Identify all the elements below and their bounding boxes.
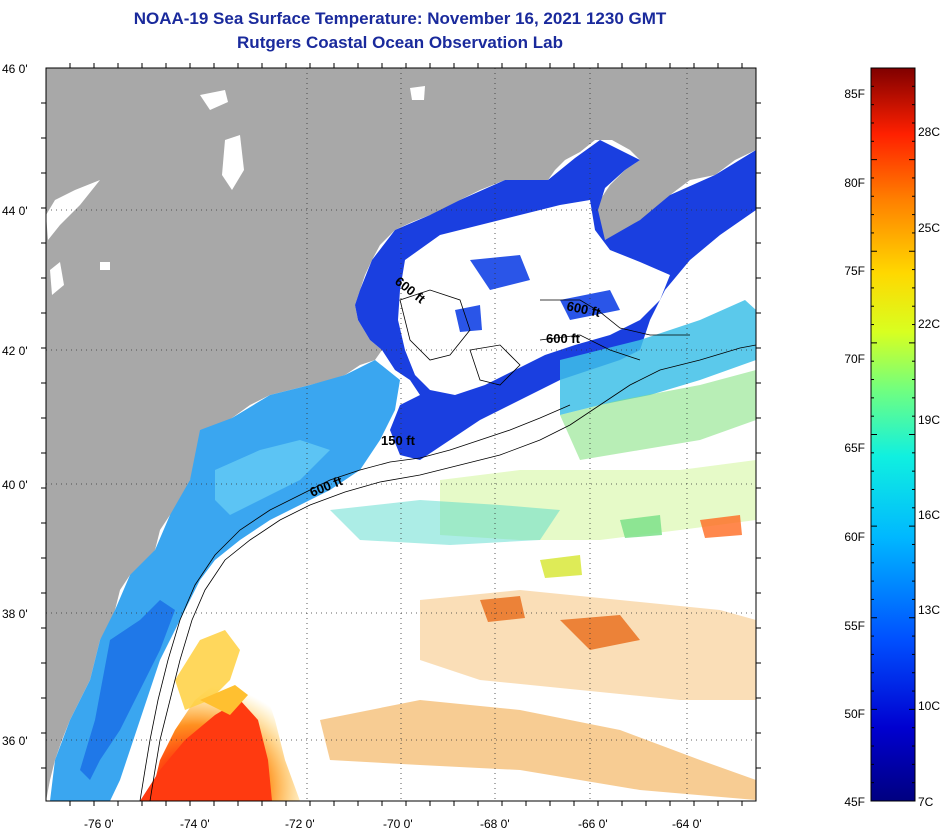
lat-label: 40 0' bbox=[2, 478, 28, 492]
map-imagery bbox=[46, 68, 756, 801]
lon-label: -68 0' bbox=[480, 817, 510, 831]
lon-label: -70 0' bbox=[383, 817, 413, 831]
lat-label: 38 0' bbox=[2, 607, 28, 621]
celsius-label: 7C bbox=[918, 795, 934, 809]
lon-label: -64 0' bbox=[672, 817, 702, 831]
axis-ticks bbox=[41, 63, 761, 806]
celsius-label: 19C bbox=[918, 413, 940, 427]
lon-label: -76 0' bbox=[84, 817, 114, 831]
lat-label: 46 0' bbox=[2, 62, 28, 76]
map-frame bbox=[45, 67, 757, 802]
longitude-labels: -76 0' -74 0' -72 0' -70 0' -68 0' -66 0… bbox=[84, 817, 702, 831]
fahrenheit-label: 65F bbox=[844, 441, 865, 455]
fahrenheit-label: 55F bbox=[844, 619, 865, 633]
contour-label: 150 ft bbox=[381, 433, 416, 448]
latitude-labels: 46 0' 44 0' 42 0' 40 0' 38 0' 36 0' bbox=[2, 62, 28, 748]
fahrenheit-label: 60F bbox=[844, 530, 865, 544]
celsius-label: 10C bbox=[918, 699, 940, 713]
celsius-label: 28C bbox=[918, 125, 940, 139]
lon-label: -74 0' bbox=[180, 817, 210, 831]
map-subtitle: Rutgers Coastal Ocean Observation Lab bbox=[237, 33, 563, 52]
graticule bbox=[46, 68, 756, 801]
lon-label: -72 0' bbox=[285, 817, 315, 831]
celsius-label: 22C bbox=[918, 317, 940, 331]
temperature-colorbar: 85F 80F 75F 70F 65F 60F 55F 50F 45F 28C … bbox=[844, 67, 940, 809]
fahrenheit-scale: 85F 80F 75F 70F 65F 60F 55F 50F 45F bbox=[844, 87, 865, 809]
celsius-label: 25C bbox=[918, 221, 940, 235]
celsius-scale: 28C 25C 22C 19C 16C 13C 10C 7C bbox=[918, 125, 940, 809]
land-mass bbox=[46, 68, 756, 801]
fahrenheit-label: 85F bbox=[844, 87, 865, 101]
contour-label: 600 ft bbox=[565, 298, 602, 320]
bathymetry-contours bbox=[139, 289, 756, 801]
celsius-label: 16C bbox=[918, 508, 940, 522]
fahrenheit-label: 45F bbox=[844, 795, 865, 809]
lat-label: 42 0' bbox=[2, 344, 28, 358]
lon-label: -66 0' bbox=[578, 817, 608, 831]
contour-label: 600 ft bbox=[546, 331, 581, 346]
fahrenheit-label: 50F bbox=[844, 707, 865, 721]
lat-label: 36 0' bbox=[2, 734, 28, 748]
fahrenheit-label: 75F bbox=[844, 264, 865, 278]
celsius-label: 13C bbox=[918, 603, 940, 617]
fahrenheit-label: 80F bbox=[844, 176, 865, 190]
fahrenheit-label: 70F bbox=[844, 352, 865, 366]
map-title: NOAA-19 Sea Surface Temperature: Novembe… bbox=[133, 9, 667, 28]
lat-label: 44 0' bbox=[2, 204, 28, 218]
sst-flecks bbox=[320, 300, 756, 800]
